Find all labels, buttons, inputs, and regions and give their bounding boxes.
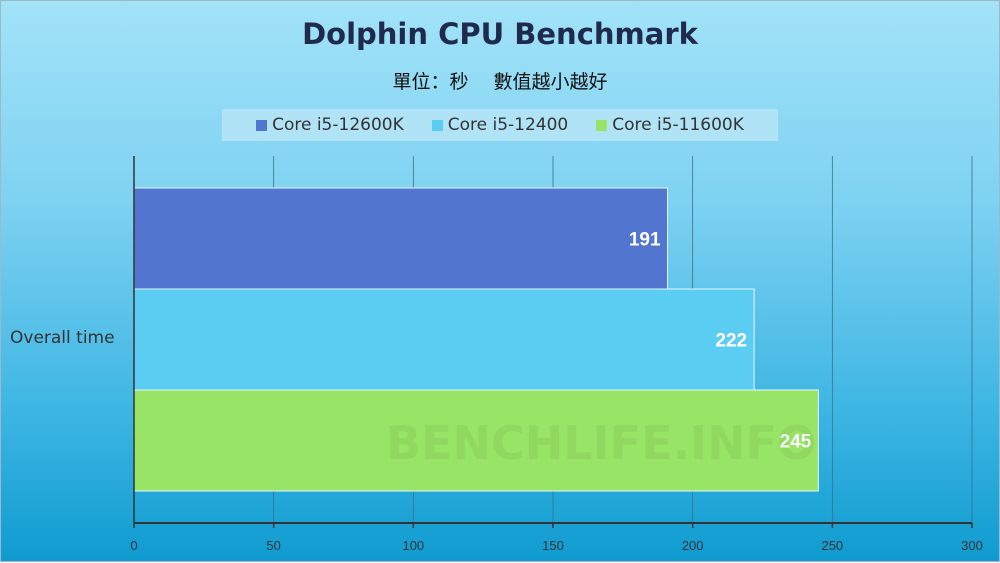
x-tick-label: 100 [402,538,424,553]
legend-item: Core i5-12600K [256,115,404,135]
legend-swatch [256,119,268,131]
x-tick-label: 0 [130,538,137,553]
watermark: BENCHLIFE.INFO [386,416,816,470]
x-tick-label: 50 [266,538,280,553]
category-label: Overall time [10,328,115,348]
legend-swatch [596,119,608,131]
legend-swatch [431,119,443,131]
legend-label: Core i5-11600K [612,115,744,135]
x-tick-label: 250 [821,538,843,553]
bar-core-i5-12400 [133,288,755,391]
data-label: 222 [715,331,747,352]
legend-item: Core i5-12400 [431,115,569,135]
chart-title: Dolphin CPU Benchmark [302,17,698,51]
bar-core-i5-11600k [133,389,819,492]
x-tick-label: 150 [542,538,564,553]
data-label: 245 [780,432,812,453]
bar-core-i5-12600k [133,187,669,290]
data-label: 191 [629,230,661,251]
chart-subtitle: 單位：秒 數值越小越好 [392,71,608,93]
legend: Core i5-12600K Core i5-12400 Core i5-116… [222,109,778,141]
legend-item: Core i5-11600K [596,115,744,135]
x-tick-label: 300 [961,538,983,553]
x-tick-label: 200 [682,538,704,553]
legend-label: Core i5-12400 [447,115,569,135]
legend-label: Core i5-12600K [272,115,404,135]
